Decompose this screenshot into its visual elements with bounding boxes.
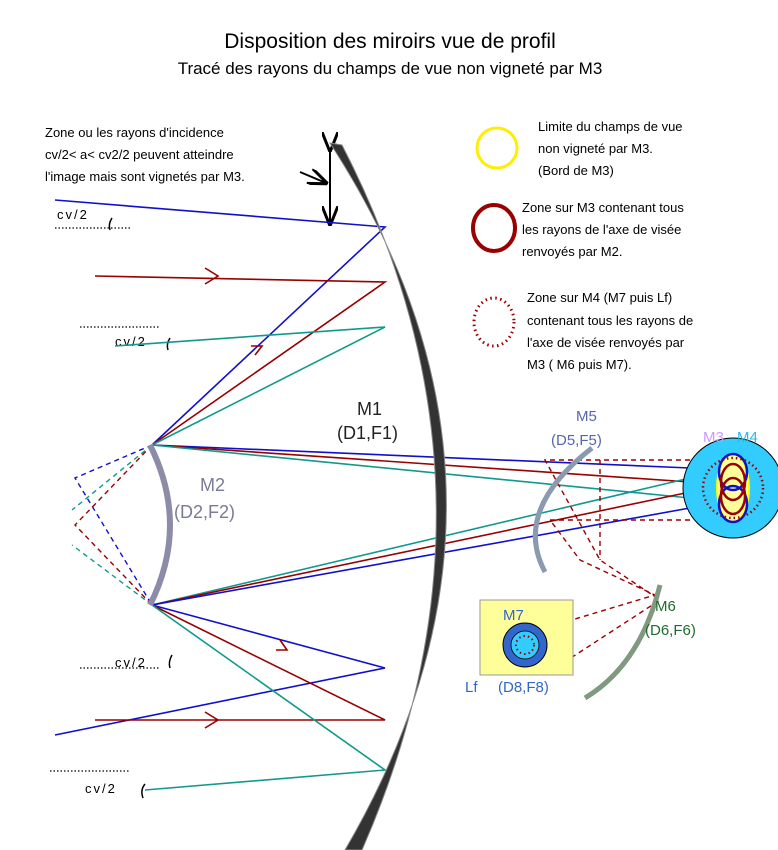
arrow [299,172,326,183]
mirror-label: M2 [200,475,225,495]
zone [719,476,747,516]
legend-text: Zone sur M3 contenant tous [522,200,684,215]
legend-text: renvoyés par M2. [522,244,622,259]
mirror-m2 [147,443,173,607]
mirror-label: M1 [357,399,382,419]
virtual-rays [71,444,153,606]
mirror-m1 [328,142,447,850]
legend-text: contenant tous les rayons de [527,313,693,328]
mirror-label: M6 [655,598,676,615]
mirror-m6 [583,584,663,701]
angle-label: cv/2 [85,781,117,796]
ray-arrows [204,267,289,729]
m7-inner [510,630,540,660]
legend-text: l'axe de visée renvoyés par [527,335,685,350]
m7-zone [515,635,535,655]
legend-text: non vigneté par M3. [538,141,653,156]
legend-swatch [475,126,519,170]
mirror-label: (D2,F2) [174,502,235,522]
mirror-label: (D1,F1) [337,423,398,443]
mirror-m5 [532,446,594,574]
mirror-label: M7 [503,607,524,624]
angle-arcs [108,217,173,799]
legend-swatch [472,296,516,348]
annotation: cv/2< a< cv2/2 peuvent atteindre [45,147,234,162]
return-rays [543,459,690,666]
m4-zone [701,456,765,520]
zone [717,484,749,524]
angle-label: cv/2 [115,334,147,349]
legend-text: les rayons de l'axe de visée [522,222,681,237]
zone [719,462,747,502]
legend-text: Limite du champs de vue [538,119,683,134]
legend-text: M3 ( M6 puis M7). [527,357,632,372]
mirror-label: M4 [737,429,758,446]
subtitle: Tracé des rayons du champs de vue non vi… [178,59,603,78]
mirror-label: (D8,F8) [498,679,549,696]
annotation: Zone ou les rayons d'incidence [45,125,224,140]
reference-lines [50,227,160,772]
mirror-label: M3 [703,429,724,446]
legend-text: (Bord de M3) [538,163,614,178]
annotation: l'image mais sont vignetés par M3. [45,169,245,184]
rays [54,199,691,791]
mirror-label: Lf [465,679,478,696]
zone [717,452,749,492]
mirror-label: (D5,F5) [551,432,602,449]
mirror-label: (D6,F6) [645,622,696,639]
title: Disposition des miroirs vue de profil [224,30,555,53]
angle-label: cv/2 [115,655,147,670]
legend-swatch [471,203,517,253]
legend: Limite du champs de vue non vigneté par … [522,119,693,372]
mirror-label: M5 [576,408,597,425]
legend-text: Zone sur M4 (M7 puis Lf) [527,290,672,305]
angle-label: cv/2 [57,207,89,222]
